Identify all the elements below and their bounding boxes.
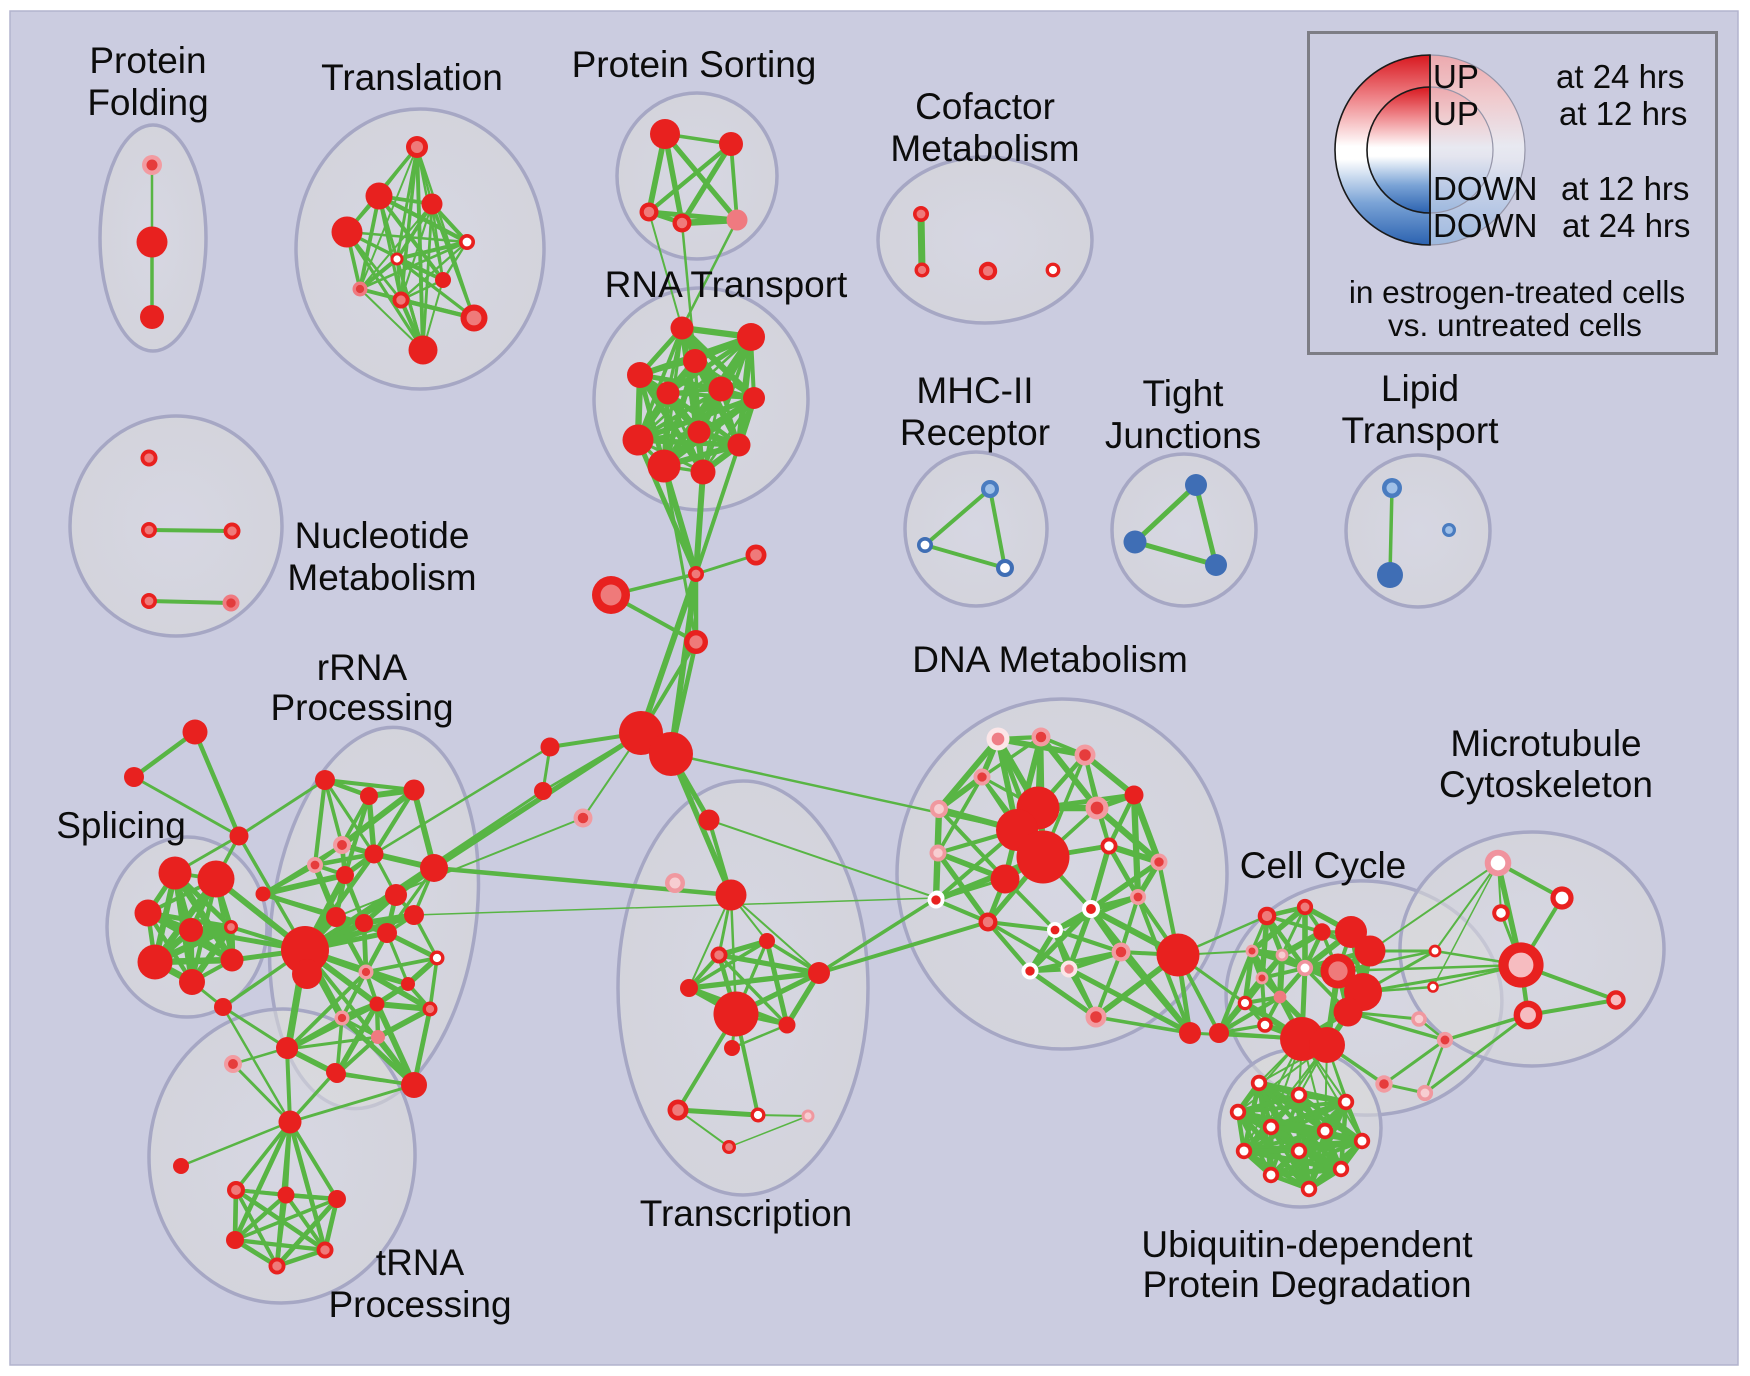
svg-text:at 24 hrs: at 24 hrs [1556,58,1684,95]
svg-text:Cell Cycle: Cell Cycle [1240,845,1407,886]
svg-text:Lipid: Lipid [1381,368,1459,409]
svg-text:Junctions: Junctions [1105,415,1261,456]
svg-text:Tight: Tight [1143,373,1225,414]
svg-text:Cytoskeleton: Cytoskeleton [1439,764,1653,805]
svg-text:UP: UP [1433,95,1479,132]
svg-text:RNA Transport: RNA Transport [605,264,848,305]
svg-text:at 24 hrs: at 24 hrs [1562,207,1690,244]
svg-text:DOWN: DOWN [1433,170,1537,207]
svg-text:Nucleotide: Nucleotide [295,515,470,556]
svg-text:DNA Metabolism: DNA Metabolism [912,639,1188,680]
svg-text:UP: UP [1433,58,1479,95]
svg-text:Translation: Translation [321,57,503,98]
svg-text:at 12 hrs: at 12 hrs [1559,95,1687,132]
svg-text:Transport: Transport [1342,410,1500,451]
svg-text:Folding: Folding [87,82,208,123]
svg-text:Processing: Processing [328,1284,511,1325]
svg-text:Splicing: Splicing [56,805,186,846]
svg-text:Protein Sorting: Protein Sorting [572,44,817,85]
svg-text:DOWN: DOWN [1433,207,1537,244]
svg-text:Receptor: Receptor [900,412,1050,453]
svg-text:at 12 hrs: at 12 hrs [1561,170,1689,207]
svg-text:Protein Degradation: Protein Degradation [1142,1264,1471,1305]
svg-text:Metabolism: Metabolism [287,557,476,598]
svg-text:vs. untreated cells: vs. untreated cells [1388,307,1642,343]
svg-text:MHC-II: MHC-II [916,370,1033,411]
svg-text:Protein: Protein [89,40,206,81]
svg-text:rRNA: rRNA [317,647,408,688]
svg-text:Ubiquitin-dependent: Ubiquitin-dependent [1141,1224,1473,1265]
svg-text:tRNA: tRNA [376,1242,465,1283]
svg-text:Metabolism: Metabolism [890,128,1079,169]
svg-text:Cofactor: Cofactor [915,86,1055,127]
svg-text:Processing: Processing [270,687,453,728]
svg-text:Microtubule: Microtubule [1450,723,1641,764]
svg-text:Transcription: Transcription [640,1193,852,1234]
svg-text:in estrogen-treated cells: in estrogen-treated cells [1349,274,1685,310]
